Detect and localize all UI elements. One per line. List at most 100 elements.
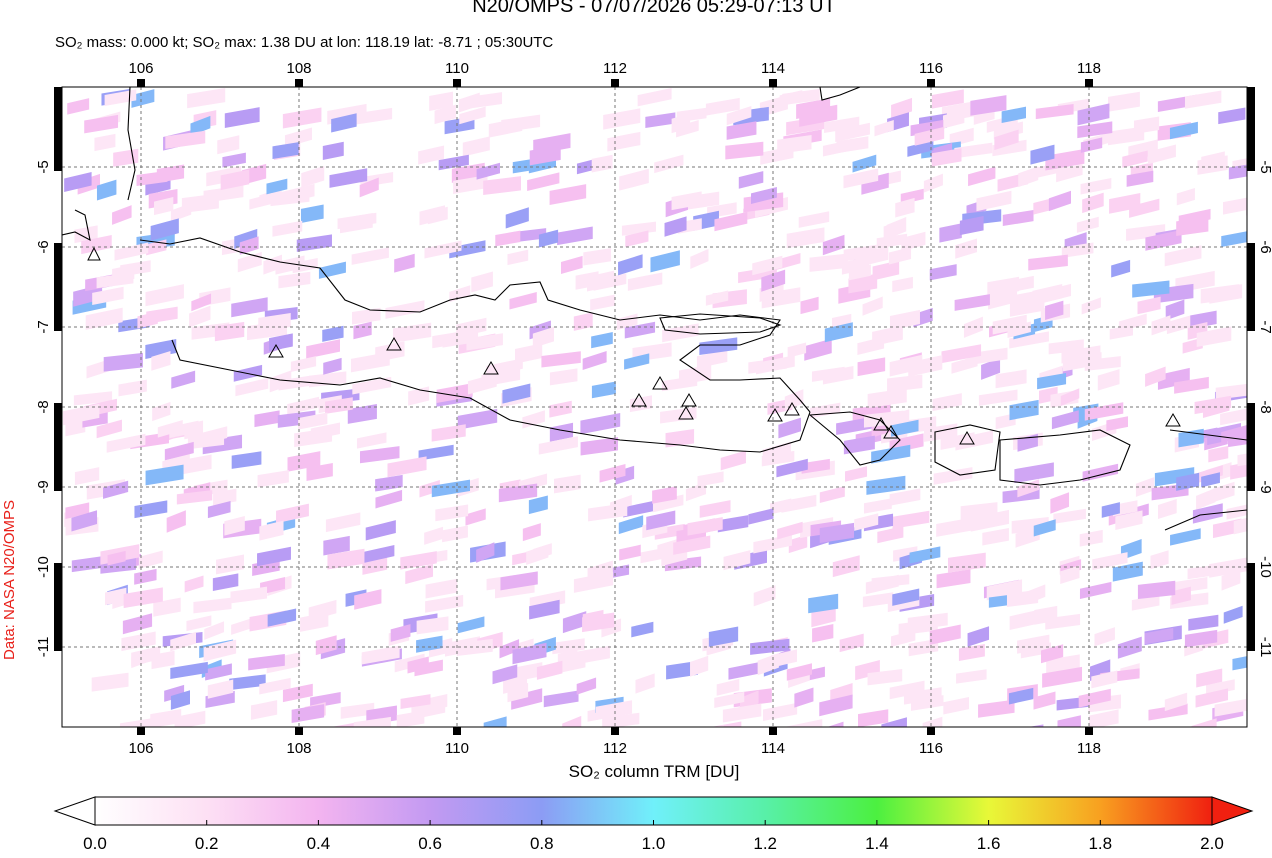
so2-pixel xyxy=(340,702,375,719)
so2-pixel xyxy=(492,664,518,685)
so2-pixel xyxy=(618,254,643,276)
so2-pixel xyxy=(1221,568,1241,591)
so2-pixel xyxy=(843,168,879,189)
so2-pixel xyxy=(394,253,415,273)
credit: Data: NASA N20/OMPS xyxy=(1,500,18,660)
so2-pixel xyxy=(1129,198,1160,218)
colorbar-under xyxy=(53,796,96,826)
so2-pixel xyxy=(1215,383,1247,400)
so2-pixel xyxy=(1001,106,1026,123)
so2-pixel xyxy=(442,525,468,543)
so2-pixel xyxy=(967,626,990,647)
so2-pixel xyxy=(231,617,253,635)
so2-pixel xyxy=(392,322,432,343)
so2-pixel xyxy=(522,523,541,542)
so2-pixel xyxy=(476,542,495,563)
so2-pixel xyxy=(982,528,1009,546)
so2-pixel xyxy=(134,568,157,585)
so2-pixel xyxy=(756,355,795,375)
so2-pixel xyxy=(583,248,612,266)
so2-pixel xyxy=(781,494,817,513)
so2-pixel xyxy=(717,515,749,533)
so2-pixel xyxy=(400,551,437,570)
so2-pixel xyxy=(699,500,731,518)
so2-pixel xyxy=(1126,170,1154,187)
so2-pixel xyxy=(1018,166,1039,188)
so2-pixel xyxy=(1101,502,1120,518)
so2-pixel xyxy=(590,294,615,311)
so2-pixel xyxy=(845,466,868,482)
so2-pixel xyxy=(723,550,751,571)
so2-pixel xyxy=(573,312,593,331)
so2-pixel xyxy=(673,535,711,555)
so2-pixel xyxy=(73,391,113,406)
colorbar-tick-label: 2.0 xyxy=(1200,834,1224,853)
so2-pixel xyxy=(889,354,923,377)
so2-pixel xyxy=(449,240,486,259)
so2-pixel xyxy=(759,281,784,302)
so2-pixel xyxy=(665,429,695,448)
so2-pixel xyxy=(763,702,798,721)
so2-pixel xyxy=(1151,315,1171,336)
so2-pixel xyxy=(483,716,507,727)
so2-pixel xyxy=(257,546,291,567)
so2-pixel xyxy=(74,225,98,244)
so2-pixel xyxy=(549,184,587,205)
so2-pixel xyxy=(325,397,353,414)
so2-pixel xyxy=(137,311,158,329)
so2-pixel xyxy=(711,721,742,727)
coast-java-north xyxy=(139,237,811,413)
so2-pixel xyxy=(396,710,425,727)
so2-pixel xyxy=(1144,627,1174,645)
so2-pixel xyxy=(762,441,791,460)
so2-pixel xyxy=(416,635,443,653)
so2-pixel xyxy=(1077,103,1110,126)
so2-pixel xyxy=(1051,410,1079,430)
so2-pixel xyxy=(750,186,777,204)
so2-pixel xyxy=(1115,510,1143,530)
so2-pixel xyxy=(1176,216,1209,236)
so2-pixel xyxy=(275,255,305,275)
so2-pixel xyxy=(424,526,444,545)
volcano xyxy=(268,344,284,358)
so2-pixel xyxy=(986,579,1023,601)
so2-pixel xyxy=(134,500,168,519)
frame-bar xyxy=(1247,87,1255,167)
so2-pixel xyxy=(750,638,790,655)
so2-pixel xyxy=(282,107,322,129)
so2-pixel xyxy=(931,148,962,167)
so2-pixel xyxy=(354,107,393,125)
y-tick-label-left: -8 xyxy=(35,400,52,413)
so2-pixel xyxy=(580,413,621,435)
volcano xyxy=(681,393,697,407)
so2-pixel xyxy=(529,145,561,166)
so2-pixel xyxy=(787,342,807,358)
so2-pixel xyxy=(1164,245,1202,267)
so2-pixel xyxy=(1190,310,1217,329)
volcano xyxy=(678,406,694,420)
so2-pixel xyxy=(282,683,313,703)
so2-pixel xyxy=(549,400,572,418)
so2-pixel xyxy=(118,379,147,397)
so2-pixel xyxy=(64,171,92,192)
pixel-layer xyxy=(63,87,1247,727)
so2-pixel xyxy=(595,700,633,721)
so2-pixel xyxy=(1111,259,1131,278)
grid: 106 106 108 108 110 110 112 112 114 114 116 116 118 1… xyxy=(35,60,1272,757)
so2-pixel xyxy=(231,297,268,318)
so2-pixel xyxy=(106,433,146,453)
so2-pixel xyxy=(857,357,886,377)
so2-pixel xyxy=(165,130,206,149)
volcano xyxy=(959,431,975,445)
so2-pixel xyxy=(854,513,879,531)
so2-pixel xyxy=(716,678,740,696)
so2-pixel xyxy=(1237,453,1247,467)
so2-pixel xyxy=(1176,187,1195,206)
so2-pixel xyxy=(331,113,357,133)
x-tick-top xyxy=(1085,79,1093,87)
so2-pixel xyxy=(449,285,471,303)
so2-pixel xyxy=(812,624,834,643)
so2-pixel xyxy=(187,87,226,109)
volcano xyxy=(784,402,800,416)
so2-pixel xyxy=(207,500,231,519)
